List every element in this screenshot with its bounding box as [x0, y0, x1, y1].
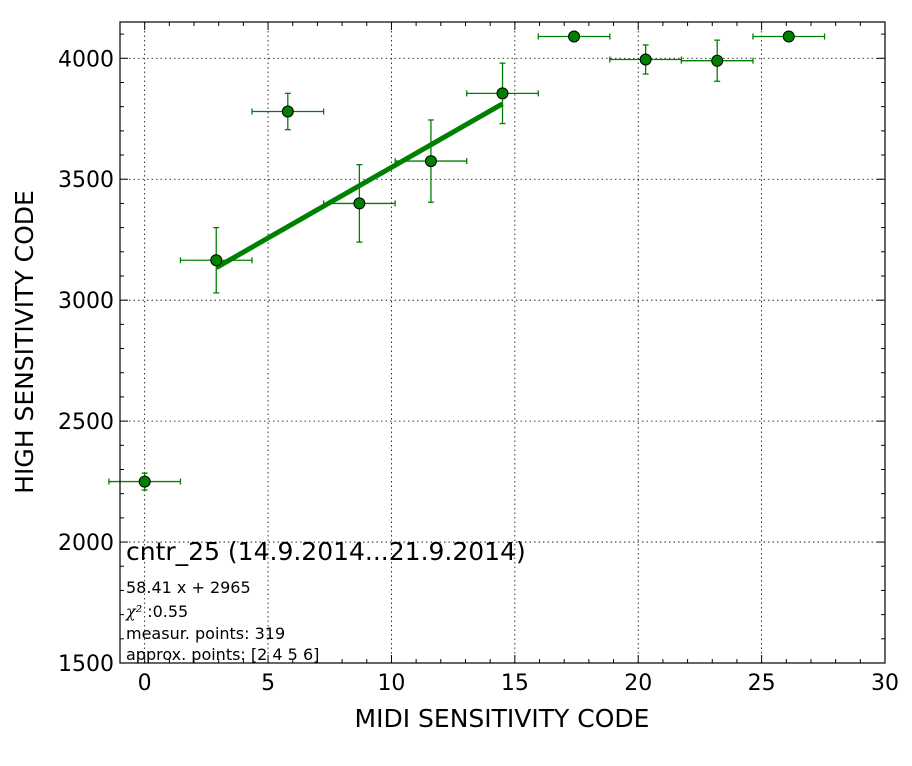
y-tick-label: 2000 [58, 531, 114, 556]
y-tick-label: 3000 [58, 289, 114, 314]
x-tick-label: 10 [377, 671, 405, 696]
chi2-value: :0.55 [142, 602, 188, 621]
x-tick-label: 0 [138, 671, 152, 696]
data-point [281, 105, 294, 118]
x-tick-label: 20 [624, 671, 652, 696]
x-tick-label: 15 [501, 671, 529, 696]
point-layer [138, 30, 795, 488]
data-point [353, 197, 366, 210]
data-point [639, 53, 652, 66]
data-point [424, 155, 437, 168]
data-point [782, 30, 795, 43]
data-point [210, 254, 223, 267]
data-point [496, 87, 509, 100]
tick-layer [119, 22, 886, 664]
chi2-symbol: χ² [125, 602, 142, 621]
annotation-measur-points: measur. points: 319 [126, 624, 285, 643]
x-tick-label: 5 [261, 671, 275, 696]
annotation-box: cntr_25 (14.9.2014...21.9.2014) 58.41 x … [125, 537, 526, 664]
y-tick-label: 3500 [58, 168, 114, 193]
y-tick-label: 2500 [58, 410, 114, 435]
annotation-approx-points: approx. points: [2 4 5 6] [126, 645, 319, 664]
data-point [711, 54, 724, 67]
y-axis-title: HIGH SENSITIVITY CODE [10, 190, 39, 494]
x-tick-label: 25 [748, 671, 776, 696]
annotation-title: cntr_25 (14.9.2014...21.9.2014) [126, 537, 526, 566]
x-tick-label: 30 [871, 671, 899, 696]
plot-frame [119, 21, 886, 664]
x-axis-title: MIDI SENSITIVITY CODE [355, 704, 650, 733]
annotation-equation: 58.41 x + 2965 [126, 578, 251, 597]
y-tick-label: 1500 [58, 652, 114, 677]
y-tick-label: 4000 [58, 47, 114, 72]
tick-label-layer: 0 5 10 15 20 25 30 1500 2000 2500 3000 3500 4000 [58, 47, 899, 696]
annotation-chi2: χ² :0.55 [125, 602, 188, 621]
data-point [568, 30, 581, 43]
data-point [138, 475, 151, 488]
